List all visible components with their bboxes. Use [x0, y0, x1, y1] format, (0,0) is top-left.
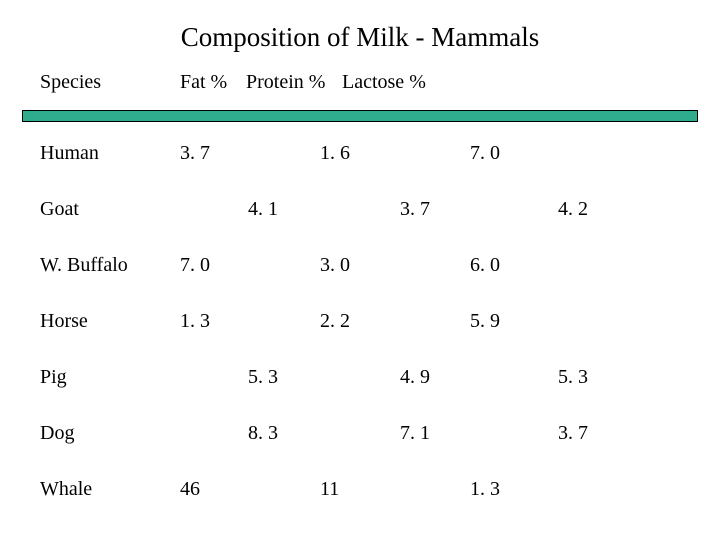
- table-header: Species Fat % Protein % Lactose %: [0, 71, 720, 101]
- table-row: Pig 5. 3 4. 9 5. 3: [0, 354, 720, 410]
- header-fat: Fat %: [180, 71, 227, 94]
- header-lactose: Lactose %: [342, 71, 426, 94]
- table-row: Human 3. 7 1. 6 7. 0: [0, 130, 720, 186]
- cell-lactose: 7. 0: [470, 142, 500, 165]
- header-species: Species: [40, 71, 101, 94]
- cell-species: Whale: [40, 478, 92, 501]
- cell-lactose: 5. 3: [558, 366, 588, 389]
- table-row: W. Buffalo 7. 0 3. 0 6. 0: [0, 242, 720, 298]
- cell-fat: 46: [180, 478, 200, 501]
- cell-protein: 1. 6: [320, 142, 350, 165]
- cell-protein: 2. 2: [320, 310, 350, 333]
- table-row: Horse 1. 3 2. 2 5. 9: [0, 298, 720, 354]
- cell-fat: 8. 3: [248, 422, 278, 445]
- cell-lactose: 6. 0: [470, 254, 500, 277]
- cell-lactose: 3. 7: [558, 422, 588, 445]
- cell-species: Goat: [40, 198, 79, 221]
- page-title: Composition of Milk - Mammals: [0, 0, 720, 71]
- cell-fat: 5. 3: [248, 366, 278, 389]
- cell-protein: 11: [320, 478, 339, 501]
- cell-fat: 7. 0: [180, 254, 210, 277]
- cell-protein: 7. 1: [400, 422, 430, 445]
- table-row: Whale 46 11 1. 3: [0, 466, 720, 522]
- cell-lactose: 1. 3: [470, 478, 500, 501]
- cell-lactose: 5. 9: [470, 310, 500, 333]
- cell-fat: 4. 1: [248, 198, 278, 221]
- header-protein: Protein %: [246, 71, 325, 94]
- header-divider: [22, 110, 698, 122]
- cell-species: Dog: [40, 422, 74, 445]
- cell-species: W. Buffalo: [40, 254, 128, 277]
- table-body: Human 3. 7 1. 6 7. 0 Goat 4. 1 3. 7 4. 2…: [0, 130, 720, 522]
- cell-fat: 1. 3: [180, 310, 210, 333]
- cell-fat: 3. 7: [180, 142, 210, 165]
- table-row: Dog 8. 3 7. 1 3. 7: [0, 410, 720, 466]
- cell-protein: 4. 9: [400, 366, 430, 389]
- table-row: Goat 4. 1 3. 7 4. 2: [0, 186, 720, 242]
- cell-species: Horse: [40, 310, 88, 333]
- cell-species: Pig: [40, 366, 67, 389]
- cell-species: Human: [40, 142, 99, 165]
- cell-protein: 3. 7: [400, 198, 430, 221]
- cell-protein: 3. 0: [320, 254, 350, 277]
- cell-lactose: 4. 2: [558, 198, 588, 221]
